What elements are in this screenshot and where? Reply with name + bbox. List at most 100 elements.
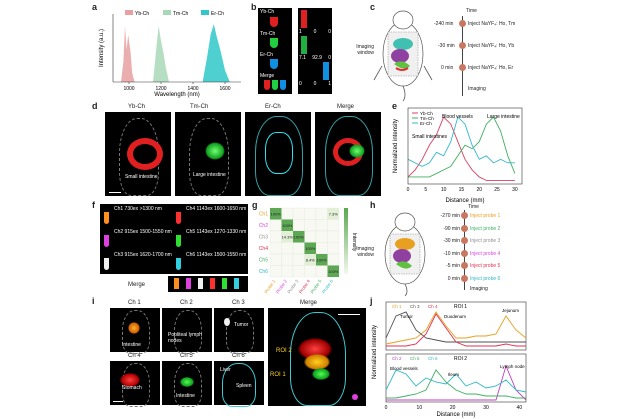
g-cell [315, 265, 328, 278]
g-cell [292, 219, 305, 232]
g-cell [281, 253, 294, 266]
e-tick-label-2: 10 [441, 187, 447, 193]
j-ylabel: Normalized intensity [372, 325, 378, 379]
d-img-er [245, 112, 311, 196]
f-merge-5 [222, 278, 227, 289]
j-bot-ann-0: Blood vessels [390, 366, 419, 371]
j-tick-label-2: 20 [450, 405, 456, 411]
panel-a-chart: Yb-Ch Tm-Ch Er-Ch 1000 1200 1400 1600 Wavelen… [99, 10, 241, 98]
i-merge-yellow [304, 354, 330, 370]
g-value-cell-7 [316, 254, 328, 266]
h-step-1: Inject probe 1 [470, 213, 501, 219]
c-axis [462, 16, 463, 96]
i-merge-scale-bar [338, 314, 360, 315]
g-value-3: 14.3% [282, 235, 294, 240]
i-caption-3: Tumor [234, 322, 249, 328]
tube-red [270, 17, 278, 27]
g-value-5: 100% [305, 246, 316, 251]
d-scale-bar [109, 192, 121, 193]
h-dot-6 [461, 274, 468, 282]
e-line-2 [407, 116, 515, 167]
j-tick-label-0: 0 [385, 405, 388, 411]
g-cell [304, 207, 317, 220]
j-bot-line-0 [386, 364, 527, 401]
a-tick-label-3: 1600 [219, 86, 230, 92]
h-time-6: 0 min [447, 275, 460, 282]
i-img-ch2: Popliteal lymph nodes [162, 308, 212, 354]
i-title-merge: Merge [300, 300, 318, 306]
tube-merge-green [272, 80, 278, 90]
f-tube-2 [104, 235, 109, 247]
c-step-3: Inject NaYF₄: Ho, Er [468, 65, 514, 71]
b-val-2-3: 0 [328, 55, 331, 61]
h-window-label: Imaging window [356, 246, 374, 258]
h-dot-4 [461, 249, 468, 257]
i-img-ch1: Intestine [110, 308, 160, 354]
b-bar-2 [301, 36, 307, 54]
e-tick-label-4: 20 [476, 187, 482, 193]
d-blob-green [205, 142, 225, 160]
i-caption-6: Liver [220, 367, 231, 373]
panel-j-chart: 0 10 20 30 40 Ch 1 Ch 3 Ch 4 ROI 1 Tumor Duodenum… [372, 301, 527, 418]
h-step-6: Inject probe 6 [470, 275, 501, 282]
e-line-1 [408, 116, 516, 178]
panel-a-xlabel: Wavelength (nm) [154, 92, 199, 98]
f-merge-1 [174, 278, 179, 289]
i-merge-magenta [352, 394, 358, 400]
tube-green [270, 38, 278, 48]
h-step-5: Inject probe 5 [470, 263, 501, 269]
g-value-cell-3 [281, 231, 293, 243]
tube-merge-red [264, 80, 270, 90]
g-value-cell-4 [293, 231, 305, 243]
g-cell [304, 265, 317, 278]
panel-a-label: a [92, 2, 98, 12]
i-caption-4: Stomach [122, 385, 142, 391]
f-merge-6 [234, 278, 239, 289]
panel-b-label: b [251, 2, 257, 12]
c-step-2: Inject NaYF₄: Ho, Yb [468, 43, 515, 49]
j-tick-label-1: 10 [417, 405, 423, 411]
g-cell [327, 242, 340, 255]
h-dot-3 [461, 237, 468, 244]
i-img-ch6: Liver Spleen [214, 361, 264, 407]
i-caption-2: Popliteal lymph nodes [168, 332, 202, 344]
g-cell [269, 265, 282, 278]
g-value-cell-0 [270, 208, 282, 220]
i-title-ch4: Ch 4 [128, 353, 141, 359]
e-legend-label-0: Yb-Ch [420, 111, 433, 116]
panel-e-label: e [392, 101, 398, 111]
g-row-label-3: Ch4 [259, 246, 268, 252]
b-label-tm: Tm-Ch [260, 31, 276, 37]
h-dot-2 [461, 224, 468, 232]
i-outline-5 [174, 363, 202, 407]
d-outline-cyan [255, 116, 303, 196]
e-tick-label-1: 5 [424, 187, 427, 193]
f-merge-3 [198, 278, 203, 289]
d-caption-1: Small intestine [125, 174, 158, 180]
c-window-label: Imaging window [356, 44, 374, 56]
j-top-legend-0: Ch 1 [392, 304, 402, 309]
h-time-1: -270 min [440, 213, 460, 219]
panel-b-matrix: 1 0 0 7.1 92.9 0 0 0 1 [298, 8, 332, 94]
e-tick-label-5: 25 [494, 187, 500, 193]
h-step-3: Inject probe 3 [470, 238, 501, 244]
d-title-tm: Tm-Ch [190, 104, 209, 110]
i-title-ch3: Ch 3 [232, 300, 245, 306]
i-img-ch5: Intestine [162, 361, 212, 407]
g-cell [269, 230, 282, 243]
i-scale-bar [113, 401, 123, 402]
i-title-ch6: Ch 6 [232, 353, 245, 359]
j-xlabel: Distance (mm) [436, 412, 475, 418]
b-row-2: 7.1 92.9 0 [299, 55, 331, 61]
g-value-7: 100% [317, 258, 328, 263]
g-value-2: 100% [282, 223, 293, 228]
tube-merge-blue [280, 80, 286, 90]
e-annotation-blood: Blood vessels [442, 114, 473, 120]
a-area-2 [202, 24, 230, 83]
e-annotation-small: Small intestines [412, 134, 448, 140]
i-merge-green [312, 368, 330, 380]
j-bot-ann-1: Ileum [448, 372, 459, 377]
panel-a-ylabel: Intensity (a.u.) [99, 29, 105, 67]
b-label-yb: Yb-Ch [260, 9, 275, 15]
